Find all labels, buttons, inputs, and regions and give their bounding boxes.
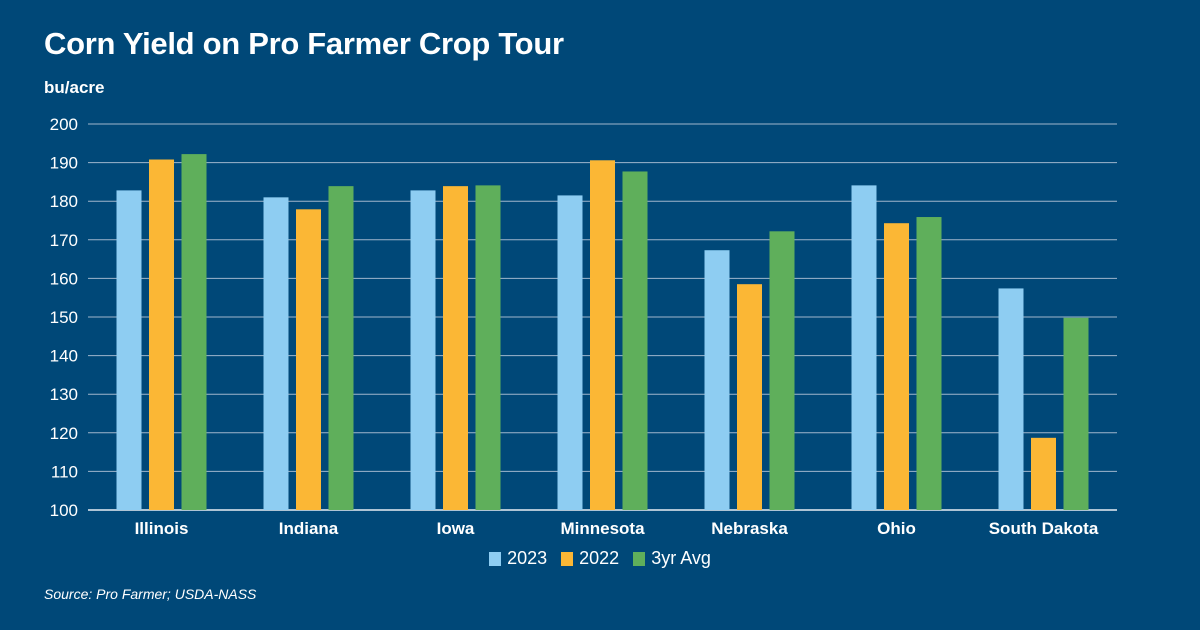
- legend-swatch: [489, 551, 502, 566]
- x-tick-label: Illinois: [135, 519, 189, 538]
- y-tick-label: 120: [50, 424, 78, 443]
- bar: [443, 186, 468, 510]
- legend-label: 2022: [579, 548, 620, 568]
- bar: [1031, 437, 1056, 510]
- legend-item: 2022: [561, 548, 619, 569]
- y-tick-label: 150: [50, 308, 78, 327]
- y-tick-label: 160: [50, 269, 78, 288]
- x-tick-label: Minnesota: [560, 519, 645, 538]
- legend-swatch: [633, 551, 646, 566]
- legend-swatch: [561, 551, 574, 566]
- x-tick-label: South Dakota: [989, 519, 1099, 538]
- bar: [149, 159, 174, 510]
- bar: [704, 250, 730, 511]
- bar: [296, 209, 321, 510]
- y-tick-label: 170: [50, 231, 78, 250]
- y-tick-label: 180: [50, 192, 78, 211]
- bar: [475, 185, 501, 510]
- bar: [851, 185, 877, 510]
- x-tick-label: Ohio: [877, 519, 916, 538]
- y-tick-label: 140: [50, 347, 78, 366]
- y-tick-label: 200: [50, 115, 78, 134]
- y-tick-label: 190: [50, 154, 78, 173]
- legend-item: 2023: [489, 548, 547, 569]
- legend-item: 3yr Avg: [633, 548, 711, 569]
- bar: [998, 288, 1024, 510]
- legend-label: 3yr Avg: [651, 548, 711, 568]
- x-tick-label: Nebraska: [711, 519, 788, 538]
- bar: [263, 197, 289, 510]
- chart-legend: 2023 2022 3yr Avg: [0, 548, 1200, 569]
- bar: [884, 223, 909, 510]
- bar: [590, 160, 615, 510]
- bar: [1063, 317, 1089, 510]
- chart-title: Corn Yield on Pro Farmer Crop Tour: [44, 26, 564, 61]
- x-tick-label: Indiana: [279, 519, 339, 538]
- bar: [916, 217, 942, 510]
- legend-label: 2023: [507, 548, 548, 568]
- y-tick-label: 130: [50, 385, 78, 404]
- source-note: Source: Pro Farmer; USDA-NASS: [44, 586, 257, 602]
- y-tick-label: 100: [50, 501, 78, 520]
- y-tick-label: 110: [51, 462, 78, 481]
- bar: [410, 190, 436, 510]
- bar: [328, 186, 354, 510]
- bar: [769, 231, 795, 511]
- bar: [622, 171, 648, 510]
- bar: [116, 190, 142, 510]
- y-axis-unit-label: bu/acre: [44, 78, 105, 97]
- bar: [181, 154, 207, 510]
- bar: [557, 195, 583, 510]
- x-tick-label: Iowa: [437, 519, 475, 538]
- bar: [737, 284, 762, 510]
